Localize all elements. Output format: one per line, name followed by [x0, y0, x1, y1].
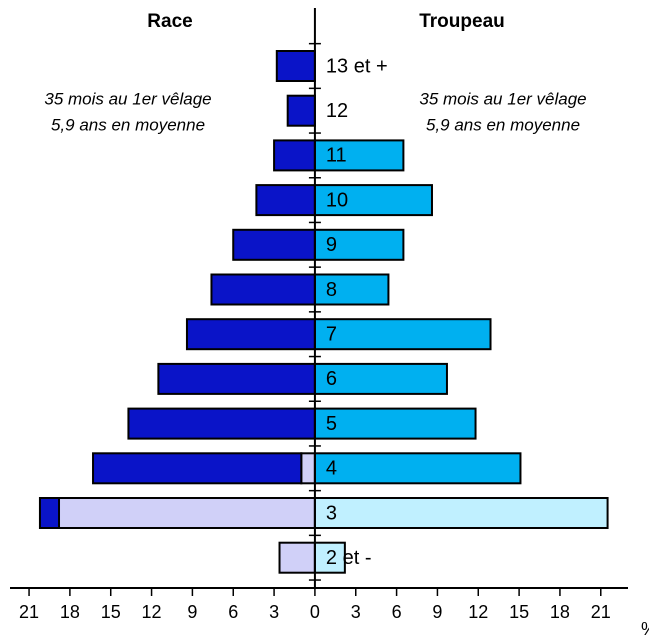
left-title: Race	[147, 11, 192, 32]
bar	[313, 273, 390, 306]
category-label: 6	[326, 368, 337, 390]
x-tick-label: 15	[509, 602, 529, 622]
x-tick-label: 9	[187, 602, 197, 622]
category-label: 2 et -	[326, 547, 372, 569]
bar	[313, 407, 477, 440]
x-tick-label: 12	[142, 602, 162, 622]
x-tick-label: 21	[19, 602, 39, 622]
category-label: 7	[326, 323, 337, 345]
x-tick-label: 3	[269, 602, 279, 622]
bar	[273, 139, 316, 172]
bar	[210, 273, 316, 306]
x-tick-label: 12	[468, 602, 488, 622]
category-label: 3	[326, 502, 337, 524]
category-label: 10	[326, 189, 348, 211]
annotation: 35 mois au 1er vêlage	[44, 89, 211, 108]
category-label: 11	[326, 145, 347, 167]
bar	[313, 362, 448, 395]
bar	[255, 184, 316, 217]
bar	[92, 452, 303, 485]
x-axis-label: %	[641, 619, 649, 639]
category-label: 13 et +	[326, 55, 388, 77]
x-tick-label: 18	[550, 602, 570, 622]
right-title: Troupeau	[419, 11, 505, 32]
annotation: 35 mois au 1er vêlage	[419, 89, 586, 108]
category-label: 4	[326, 458, 337, 480]
bar	[286, 94, 316, 127]
bar	[313, 318, 492, 351]
bar	[300, 452, 316, 485]
category-label: 5	[326, 413, 337, 435]
x-tick-label: 21	[591, 602, 611, 622]
x-tick-label: 6	[392, 602, 402, 622]
bar	[313, 184, 433, 217]
annotation: 5,9 ans en moyenne	[426, 115, 580, 134]
x-tick-label: 15	[101, 602, 121, 622]
bar	[38, 497, 61, 529]
category-label: 8	[326, 279, 337, 301]
bar	[313, 228, 405, 261]
category-label: 12	[326, 100, 348, 122]
bar	[313, 452, 522, 485]
bar	[58, 497, 316, 529]
bar	[157, 362, 316, 395]
annotation: 5,9 ans en moyenne	[51, 115, 205, 134]
x-tick-label: 9	[432, 602, 442, 622]
x-tick-label: 6	[228, 602, 238, 622]
bar	[278, 541, 316, 574]
bar	[232, 228, 316, 261]
bar	[313, 497, 609, 529]
bar	[185, 318, 316, 351]
x-tick-label: 18	[60, 602, 80, 622]
bar	[127, 407, 316, 440]
x-tick-label: 3	[351, 602, 361, 622]
x-tick-label: 0	[310, 602, 320, 622]
bar	[275, 50, 316, 82]
category-label: 9	[326, 234, 337, 256]
